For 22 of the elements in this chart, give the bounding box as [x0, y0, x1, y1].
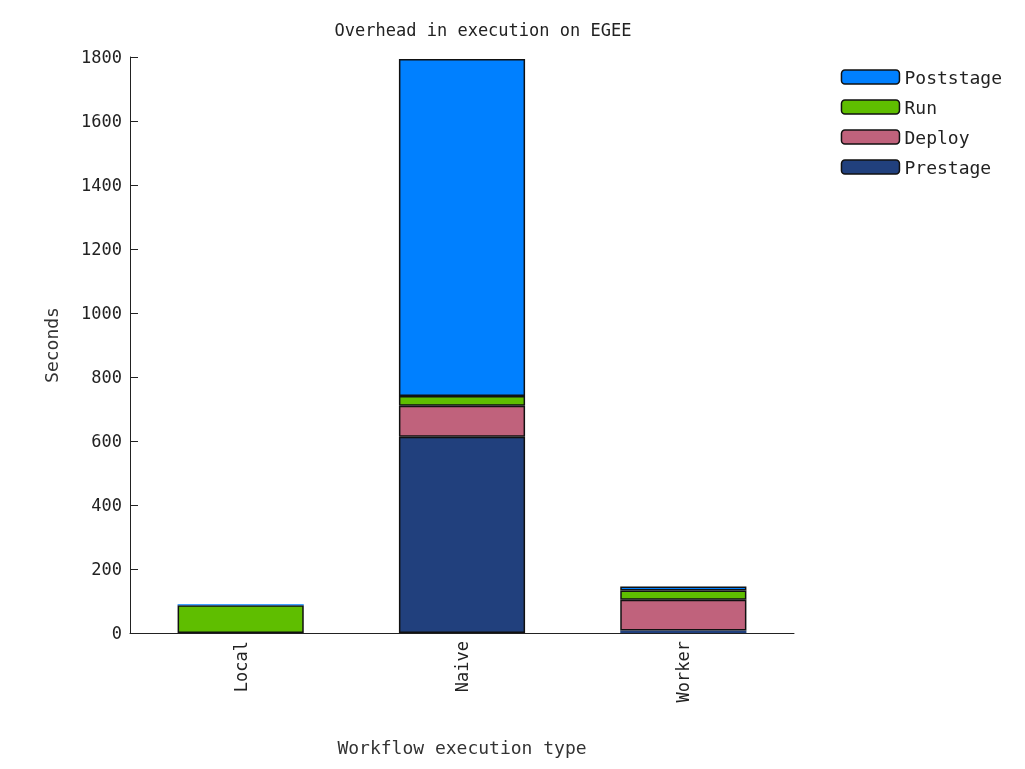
- y-tick-label: 1400: [81, 175, 122, 195]
- y-tick-label: 600: [91, 431, 122, 451]
- x-axis-title: Workflow execution type: [337, 736, 587, 758]
- x-tick-label: Worker: [673, 641, 694, 703]
- y-tick-label: 1000: [81, 303, 122, 323]
- legend-label: Poststage: [904, 66, 1003, 88]
- y-tick-label: 1800: [81, 47, 122, 67]
- y-tick-label: 400: [91, 495, 122, 515]
- legend-label: Deploy: [904, 126, 970, 148]
- y-tick-label: 800: [91, 367, 122, 387]
- legend-label: Prestage: [904, 156, 992, 178]
- bar: [620, 630, 747, 633]
- x-tick-label: Local: [230, 641, 251, 693]
- legend-label: Run: [904, 96, 937, 118]
- y-tick-label: 200: [91, 559, 122, 579]
- x-tick-label: Naive: [452, 641, 472, 693]
- y-tick-label: 1600: [81, 111, 122, 131]
- y-tick-label: 0: [111, 623, 122, 643]
- y-tick-label: 1200: [81, 239, 122, 259]
- bar: [177, 605, 304, 633]
- y-axis-title: Seconds: [40, 307, 62, 383]
- chart-title: Overhead in execution on EGEE: [334, 19, 632, 40]
